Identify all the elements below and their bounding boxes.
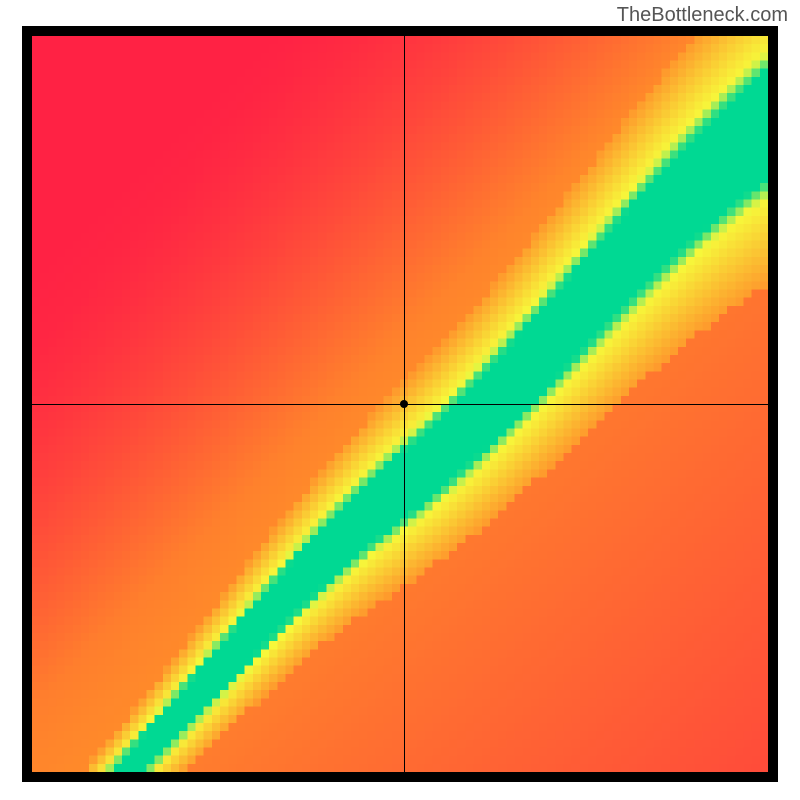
plot-inner [32, 36, 768, 772]
watermark-text: TheBottleneck.com [617, 4, 788, 27]
plot-frame [22, 26, 778, 782]
chart-container: TheBottleneck.com [0, 0, 800, 800]
crosshair-dot [400, 400, 408, 408]
